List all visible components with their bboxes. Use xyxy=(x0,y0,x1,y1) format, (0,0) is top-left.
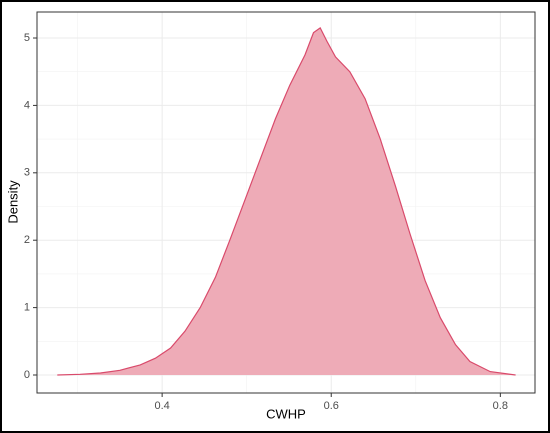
y-tick-label: 4 xyxy=(24,99,30,111)
y-tick-label: 2 xyxy=(24,234,30,246)
panel-border xyxy=(36,11,536,394)
density-area xyxy=(57,27,516,376)
y-axis-label: Density xyxy=(5,180,20,224)
y-tick-label: 5 xyxy=(24,32,30,44)
x-axis-label: CWHP xyxy=(266,406,306,421)
y-tick-label: 1 xyxy=(24,302,30,314)
x-tick-label: 0.6 xyxy=(324,400,339,412)
x-tick-label: 0.8 xyxy=(493,400,508,412)
density-line xyxy=(57,27,516,376)
y-tick-label: 3 xyxy=(24,167,30,179)
x-tick-label: 0.4 xyxy=(154,400,169,412)
y-tick-label: 0 xyxy=(24,369,30,381)
